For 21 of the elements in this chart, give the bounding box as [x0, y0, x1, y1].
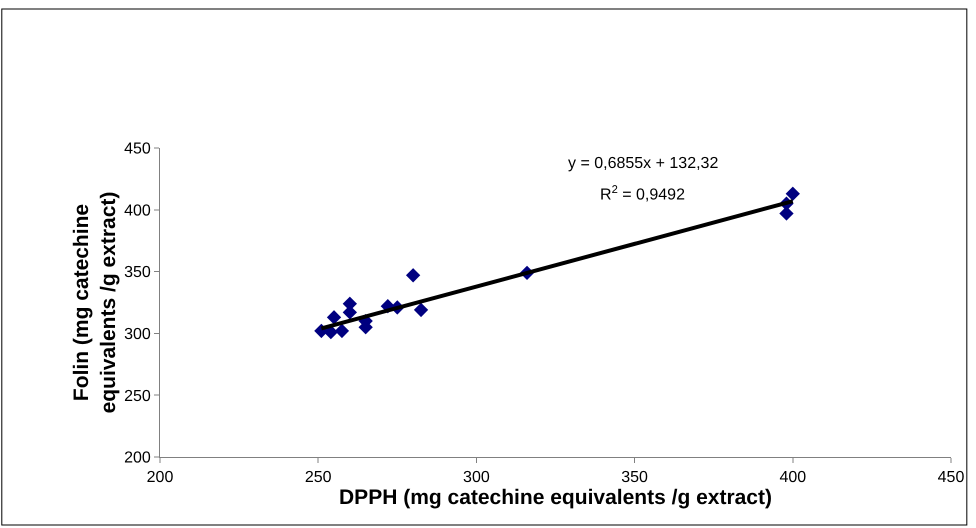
- x-tick-label: 300: [463, 469, 490, 486]
- annotation: y = 0,6855x + 132,32: [568, 155, 718, 172]
- point: [786, 186, 800, 201]
- point: [326, 310, 342, 324]
- x-axis-title: DPPH (mg catechine equivalents /g extract): [339, 486, 772, 510]
- y-tick-label: 450: [124, 140, 151, 158]
- y-tick-label: 250: [124, 388, 151, 405]
- y-tick-label: 400: [124, 202, 151, 220]
- point: [406, 268, 420, 282]
- x-tick-label: 250: [304, 469, 332, 486]
- y-tick-label: 300: [124, 326, 151, 343]
- y-tick-label: 200: [124, 450, 151, 467]
- x-tick-label: 200: [146, 469, 174, 486]
- x-tick-label: 400: [779, 469, 806, 486]
- point: [334, 324, 350, 338]
- point: [414, 302, 428, 318]
- annotation: R$^{2}$ = 0,9492: [600, 184, 686, 204]
- y-tick-label: 350: [124, 264, 151, 282]
- x-tick-label: 450: [938, 469, 964, 486]
- x-tick-label: 350: [621, 469, 648, 486]
- y-axis-title: Folin (mg catechine equivalents /g extract): [70, 192, 120, 414]
